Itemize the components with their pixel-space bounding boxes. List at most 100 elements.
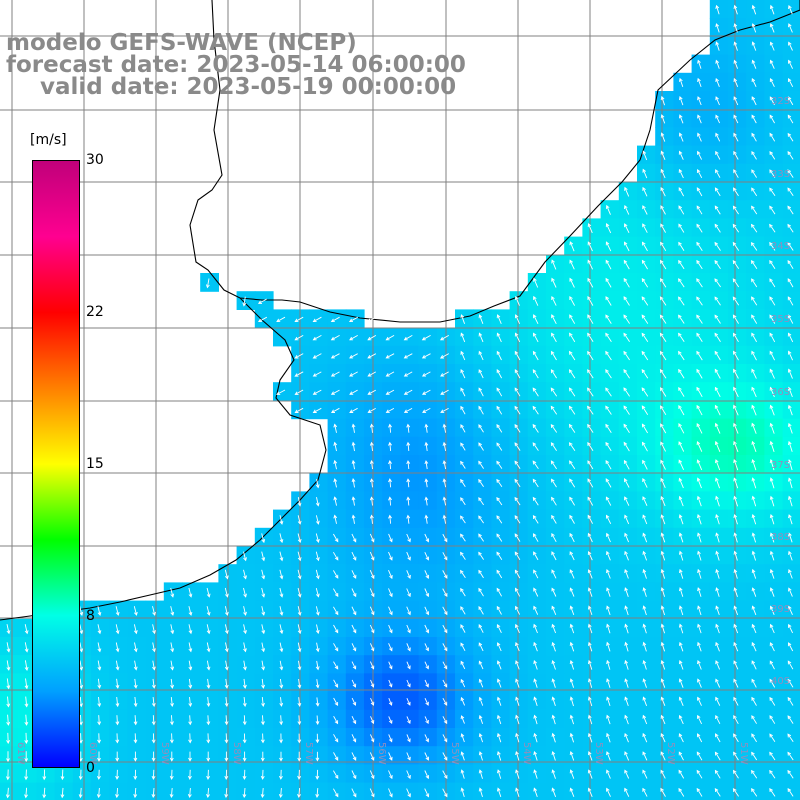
wind-arrow	[514, 424, 521, 433]
wind-cell	[600, 200, 620, 219]
wind-cell	[709, 254, 729, 274]
wind-cell	[546, 691, 565, 711]
wind-cell	[709, 273, 729, 292]
wind-cell	[600, 418, 620, 438]
wind-arrow	[678, 241, 685, 251]
wind-arrow	[696, 259, 703, 270]
wind-arrow	[297, 715, 302, 726]
wind-arrow	[315, 587, 320, 598]
wind-cell	[764, 345, 784, 365]
wind-arrow	[587, 605, 593, 616]
wind-cell	[618, 728, 638, 747]
wind-cell	[455, 582, 474, 602]
wind-cell	[491, 527, 511, 547]
wind-cell	[691, 582, 711, 602]
wind-arrow	[330, 316, 340, 323]
wind-cell	[746, 491, 765, 511]
wind-arrow	[642, 514, 648, 525]
wind-cell	[582, 582, 602, 602]
wind-cell	[600, 491, 620, 511]
wind-cell	[527, 709, 547, 729]
wind-cell	[509, 764, 529, 784]
wind-arrow	[5, 787, 10, 799]
wind-arrow	[278, 788, 283, 799]
wind-arrow	[733, 4, 738, 15]
wind-cell	[637, 527, 656, 547]
wind-cell	[782, 72, 800, 92]
wind-arrow	[533, 332, 539, 343]
wind-cell	[655, 527, 674, 547]
wind-arrow	[715, 495, 720, 507]
wind-arrow	[333, 478, 338, 488]
wind-arrow	[442, 697, 448, 706]
wind-cell	[382, 582, 401, 602]
wind-arrow	[751, 788, 758, 797]
wind-arrow	[769, 678, 776, 688]
wind-arrow	[678, 769, 685, 779]
wind-cell	[746, 127, 765, 147]
wind-arrow	[496, 660, 502, 670]
wind-cell	[618, 546, 638, 565]
wind-cell	[546, 764, 565, 784]
wind-arrow	[297, 751, 302, 762]
wind-arrow	[351, 788, 357, 798]
wind-cell	[182, 691, 201, 711]
wind-arrow	[733, 77, 739, 87]
wind-cell	[709, 746, 729, 765]
wind-arrow	[224, 697, 229, 708]
wind-arrow	[788, 495, 793, 507]
wind-arrow	[460, 751, 465, 761]
wind-cell	[655, 546, 674, 565]
wind-arrow	[279, 533, 284, 544]
wind-arrow	[188, 697, 193, 708]
wind-arrow	[769, 4, 775, 15]
wind-cell	[527, 637, 547, 656]
wind-cell	[746, 163, 765, 183]
wind-cell	[400, 509, 420, 529]
wind-cell	[564, 509, 583, 529]
wind-cell	[691, 400, 711, 420]
wind-cell	[600, 764, 620, 784]
wind-arrow	[261, 697, 265, 708]
wind-cell	[637, 364, 656, 383]
wind-arrow	[660, 532, 666, 543]
wind-arrow	[333, 679, 339, 688]
wind-arrow	[751, 696, 757, 706]
wind-cell	[91, 764, 110, 784]
wind-arrow	[733, 350, 739, 361]
wind-arrow	[605, 296, 612, 306]
wind-arrow	[769, 769, 776, 779]
wind-arrow	[515, 623, 520, 634]
wind-cell	[327, 746, 347, 765]
wind-arrow	[206, 642, 211, 653]
wind-cell	[728, 436, 747, 456]
wind-arrow	[115, 733, 120, 744]
wind-arrow	[115, 715, 120, 726]
wind-cell	[200, 673, 219, 693]
wind-cell	[455, 327, 474, 347]
wind-arrow	[788, 477, 793, 489]
wind-cell	[655, 509, 674, 529]
wind-cell	[782, 764, 800, 784]
wind-arrow	[660, 568, 666, 579]
wind-cell	[182, 600, 201, 620]
wind-cell	[782, 746, 800, 765]
wind-arrow	[315, 606, 320, 616]
wind-cell	[491, 382, 511, 401]
wind-arrow	[696, 769, 703, 779]
wind-arrow	[315, 515, 320, 525]
wind-arrow	[406, 423, 411, 433]
wind-arrow	[460, 696, 466, 706]
wind-arrow	[533, 696, 538, 707]
wind-arrow	[769, 132, 776, 142]
wind-cell	[309, 582, 329, 602]
wind-arrow	[569, 478, 576, 488]
wind-arrow	[624, 769, 630, 779]
wind-cell	[418, 509, 438, 529]
wind-cell	[728, 455, 747, 474]
wind-cell	[673, 582, 693, 602]
wind-arrow	[351, 624, 357, 634]
wind-arrow	[370, 679, 375, 688]
wind-cell	[655, 382, 674, 401]
wind-arrow	[660, 441, 666, 452]
